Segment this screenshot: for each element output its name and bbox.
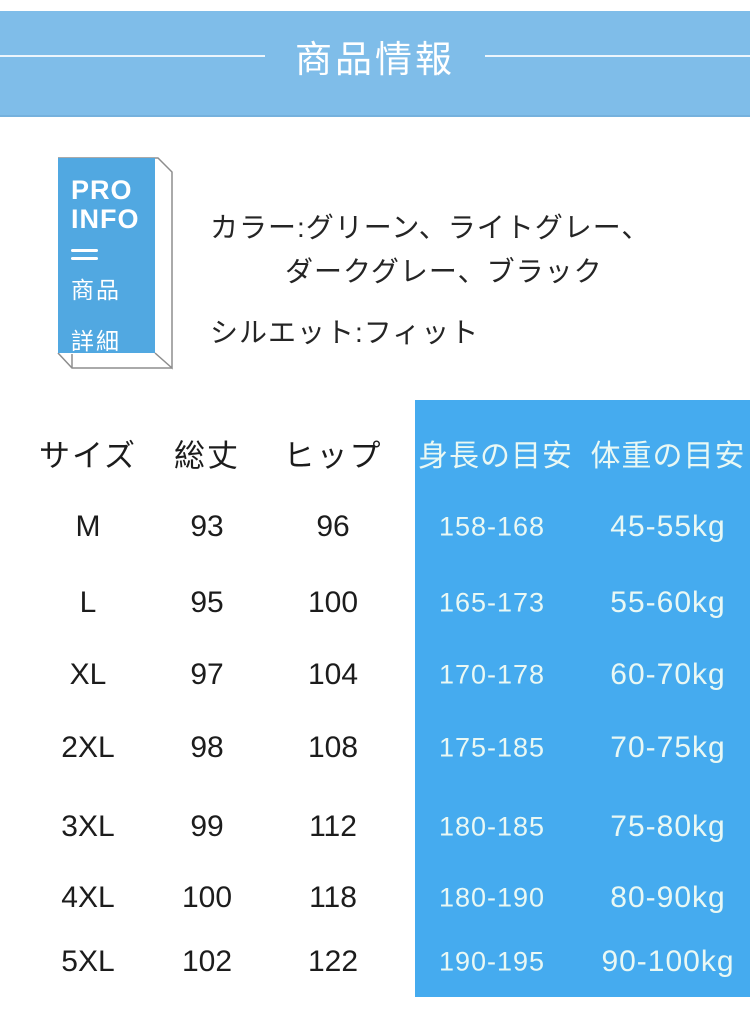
- table-cell: 180-185: [438, 811, 546, 842]
- table-cell: 3XL: [61, 810, 115, 843]
- table-cell: 2XL: [61, 731, 115, 764]
- badge-word-detail: 詳細: [71, 327, 121, 354]
- table-cell: 55-60kg: [610, 586, 726, 619]
- table-cell: 5XL: [61, 945, 115, 978]
- column-header: サイズ: [38, 438, 138, 474]
- table-cell: 99: [190, 810, 224, 843]
- table-cell: 170-178: [438, 659, 546, 690]
- page-title: 商品情報: [265, 23, 485, 89]
- badge-word-product: 商品: [71, 276, 121, 303]
- table-cell: 90-100kg: [601, 945, 735, 978]
- table-cell: 112: [309, 810, 357, 843]
- guideline-panel: [415, 400, 750, 997]
- table-cell: XL: [69, 658, 107, 691]
- column-header: ヒップ: [283, 438, 383, 474]
- table-cell: 45-55kg: [610, 510, 726, 543]
- table-cell: 100: [307, 586, 359, 619]
- table-cell: 190-195: [438, 946, 546, 977]
- table-cell: 102: [181, 945, 233, 978]
- table-cell: 104: [307, 658, 359, 691]
- table-cell: L: [79, 586, 97, 619]
- table-cell: 75-80kg: [610, 810, 726, 843]
- badge-card: PRO INFO 商品 詳細: [58, 158, 155, 354]
- color-info-line1: カラー:グリーン、ライトグレー、: [210, 212, 651, 243]
- column-header: 総丈: [174, 438, 240, 474]
- table-cell: 4XL: [61, 881, 115, 914]
- equals-lines-icon: [71, 248, 155, 260]
- table-cell: 93: [190, 510, 224, 543]
- table-cell: 122: [307, 945, 359, 978]
- table-cell: 96: [316, 510, 350, 543]
- badge-info-label: INFO: [71, 203, 140, 234]
- table-cell: 98: [190, 731, 224, 764]
- table-cell: 60-70kg: [610, 658, 726, 691]
- silhouette-info-line: シルエット:フィット: [210, 317, 480, 348]
- table-cell: 108: [307, 731, 359, 764]
- table-cell: 95: [190, 586, 224, 619]
- table-cell: 80-90kg: [610, 881, 726, 914]
- table-cell: 100: [181, 881, 233, 914]
- table-cell: 118: [309, 881, 357, 914]
- header-banner: 商品情報: [0, 11, 750, 117]
- table-cell: M: [75, 510, 101, 543]
- column-header: 身長の目安: [418, 440, 573, 473]
- table-cell: 180-190: [438, 882, 546, 913]
- color-info-line2: ダークグレー、ブラック: [285, 256, 603, 287]
- table-cell: 97: [190, 658, 224, 691]
- badge-pro-label: PRO: [71, 175, 133, 205]
- column-header: 体重の目安: [590, 440, 746, 473]
- pro-info-badge: PRO INFO 商品 詳細: [50, 148, 180, 378]
- table-cell: 175-185: [438, 732, 546, 763]
- table-cell: 70-75kg: [610, 731, 726, 764]
- table-cell: 165-173: [438, 587, 546, 618]
- table-cell: 158-168: [438, 511, 546, 542]
